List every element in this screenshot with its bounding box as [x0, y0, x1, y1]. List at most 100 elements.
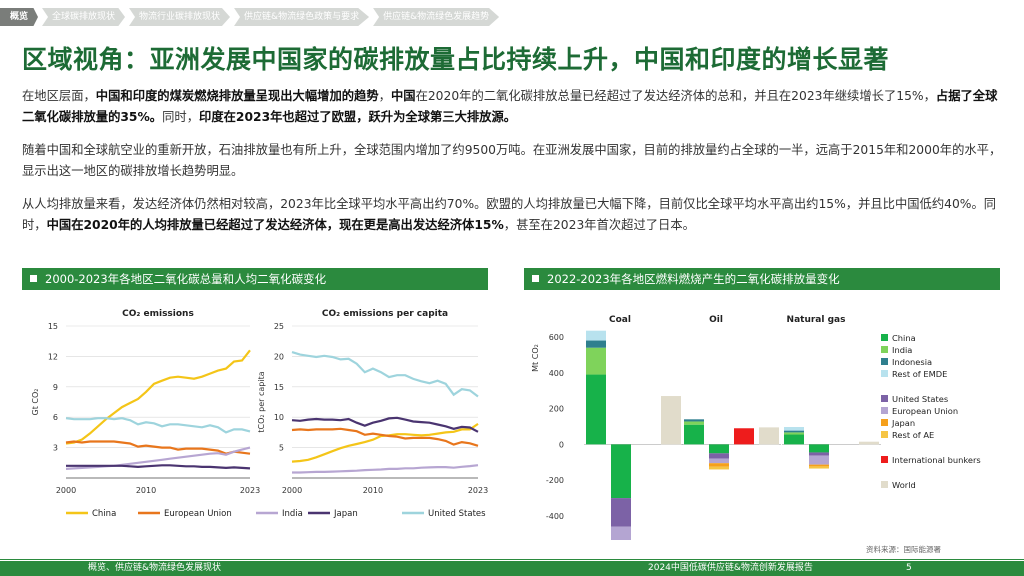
bar-segment-china	[586, 374, 606, 445]
x-tick-label: 2010	[136, 486, 156, 495]
y-tick-label: 12	[48, 352, 58, 361]
y-tick-label: 25	[274, 322, 284, 331]
legend-label: Indonesia	[892, 357, 932, 367]
bar-segment-indonesia	[684, 419, 704, 422]
section-header-left: 2000-2023年各地区二氧化碳总量和人均二氧化碳变化	[22, 268, 488, 290]
legend-swatch	[881, 431, 888, 438]
y-tick-label: 5	[279, 444, 284, 453]
legend-swatch	[881, 419, 888, 426]
bar-segment-world	[661, 396, 681, 445]
footer-rule	[0, 559, 1024, 560]
bar-segment-india	[586, 347, 606, 375]
bar-segment-indonesia	[784, 430, 804, 433]
x-tick-label: 2010	[363, 486, 383, 495]
footer-right: 2024中国低碳供应链&物流创新发展报告	[648, 563, 813, 573]
legend-swatch	[881, 456, 888, 463]
legend-label: International bunkers	[892, 455, 981, 465]
y-tick-label: 3	[53, 444, 58, 453]
page-number: 5	[906, 563, 912, 573]
legend-label: India	[892, 345, 912, 355]
series-line-china	[65, 349, 251, 445]
legend-label: European Union	[892, 406, 958, 416]
series-line-united-states	[65, 417, 251, 434]
paragraph-3: 从人均排放量来看，发达经济体仍然相对较高，2023年比全球平均水平高出约70%。…	[22, 197, 997, 232]
legend-swatch	[881, 395, 888, 402]
tab-global-carbon[interactable]: 全球碳排放现状	[42, 8, 126, 26]
legend-swatch	[881, 334, 888, 341]
bar-segment-indonesia	[586, 340, 606, 348]
legend-label: European Union	[164, 509, 232, 519]
series-line-united-states	[291, 351, 479, 398]
y-axis-label-1: tCO₂ per capita	[257, 371, 266, 432]
bar-segment-rest-of-emde	[586, 330, 606, 341]
fuel-bar-chart: 600 400 200 0 -200 -400 Mt CO₂ Coal Oil Natural g…	[531, 315, 981, 540]
footer-left: 概览、供应链&物流绿色发展现状	[88, 563, 222, 573]
y-tick-label: 6	[53, 413, 58, 422]
bar-segment-rest-of-ae	[809, 466, 829, 469]
legend-label: United States	[892, 394, 948, 404]
section-header-right: 2022-2023年各地区燃料燃烧产生的二氧化碳排放量变化	[524, 268, 1000, 290]
y-tick-label: 400	[549, 369, 564, 378]
y-tick-label: -400	[546, 512, 564, 521]
bar-segment-rest-of-ae	[709, 466, 729, 470]
co2-line-charts: CO₂ emissions Gt CO₂ 3 6 9 12 15 2000 2010 2023 CO…	[31, 309, 488, 519]
bar-segment-united-states	[611, 498, 631, 527]
bar-segment-international-bunkers	[734, 428, 754, 445]
legend-label: Japan	[333, 509, 358, 519]
x-tick-label: 2023	[240, 486, 260, 495]
legend-label: China	[92, 509, 116, 519]
x-tick-label: 2000	[56, 486, 76, 495]
series-line-european-union	[291, 427, 479, 447]
bar-segment-european-union	[611, 526, 631, 540]
legend-swatch	[881, 346, 888, 353]
bar-segment-china	[684, 424, 704, 445]
group-title: Natural gas	[787, 315, 846, 325]
tab-green-policy[interactable]: 供应链&物流绿色政策与要求	[234, 8, 370, 26]
chart-title-0: CO₂ emissions	[122, 309, 194, 319]
bar-segment-world	[859, 441, 879, 445]
bar-segment-rest-of-emde	[784, 427, 804, 431]
tab-logistics-carbon[interactable]: 物流行业碳排放现状	[129, 8, 231, 26]
y-tick-label: 15	[48, 322, 58, 331]
group-title: Coal	[609, 315, 631, 325]
y-tick-label: 9	[53, 383, 58, 392]
legend-swatch	[881, 407, 888, 414]
y-tick-label: 10	[274, 413, 284, 422]
bar-segment-european-union	[809, 455, 829, 465]
y-tick-label: -200	[546, 476, 564, 485]
legend-label: Japan	[891, 418, 915, 428]
tab-green-trends[interactable]: 供应链&物流绿色发展趋势	[373, 8, 500, 26]
top-nav-tabs: 概览 全球碳排放现状 物流行业碳排放现状 供应链&物流绿色政策与要求 供应链&物…	[0, 8, 500, 26]
legend-label: United States	[428, 509, 486, 519]
bar-segment-united-states	[809, 452, 829, 456]
paragraph-2: 随着中国和全球航空业的重新开放，石油排放量也有所上升，全球范围内增加了约9500…	[22, 143, 1002, 178]
bar-segment-china	[809, 444, 829, 453]
legend-label: Rest of EMDE	[892, 369, 947, 379]
series-line-european-union	[65, 440, 251, 455]
legend-swatch	[881, 370, 888, 377]
page-title: 区域视角：亚洲发展中国家的碳排放量占比持续上升，中国和印度的增长显著	[22, 45, 890, 74]
y-tick-label: 0	[559, 440, 564, 449]
y-axis-label-0: Gt CO₂	[31, 389, 40, 416]
bar-segment-india	[784, 432, 804, 435]
bar-segment-european-union	[709, 458, 729, 464]
legend-swatch	[881, 358, 888, 365]
x-tick-label: 2000	[282, 486, 302, 495]
source-note: 资料来源：国际能源署	[866, 545, 941, 554]
bar-segment-china	[784, 434, 804, 445]
y-tick-label: 200	[549, 405, 564, 414]
tab-overview[interactable]: 概览	[0, 8, 39, 26]
series-line-india	[65, 446, 251, 470]
legend-label: India	[282, 509, 303, 519]
chart-title-1: CO₂ emissions per capita	[322, 309, 448, 319]
paragraph-1: 在地区层面，中国和印度的煤炭燃烧排放量呈现出大幅增加的趋势，中国在2020年的二…	[22, 89, 998, 124]
legend-label: China	[892, 333, 916, 343]
legend-label: Rest of AE	[892, 430, 934, 440]
footer: 概览、供应链&物流绿色发展现状 2024中国低碳供应链&物流创新发展报告 5	[0, 561, 1024, 576]
bar-segment-world	[759, 427, 779, 445]
y-tick-label: 600	[549, 333, 564, 342]
legend-swatch	[881, 481, 888, 488]
series-line-india	[292, 464, 479, 474]
bar-segment-japan	[709, 463, 729, 467]
group-title: Oil	[709, 315, 723, 325]
